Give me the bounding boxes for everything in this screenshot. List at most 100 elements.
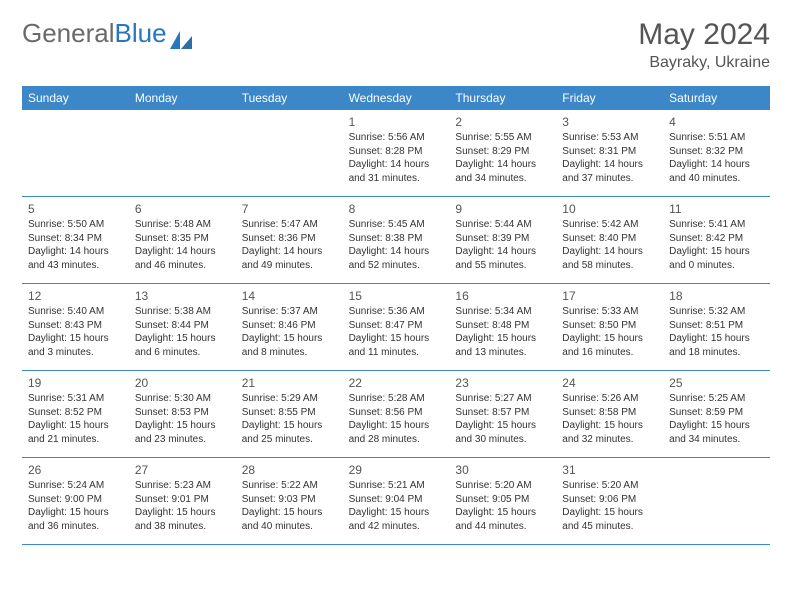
empty-cell: [22, 110, 129, 196]
daylight-text: Daylight: 14 hours: [455, 245, 550, 259]
calendar: Sunday Monday Tuesday Wednesday Thursday…: [22, 86, 770, 545]
daylight-text: Daylight: 15 hours: [28, 332, 123, 346]
daylight-text: Daylight: 14 hours: [562, 245, 657, 259]
day-cell: 13Sunrise: 5:38 AMSunset: 8:44 PMDayligh…: [129, 284, 236, 370]
daylight-text: Daylight: 15 hours: [562, 419, 657, 433]
day-number: 26: [28, 462, 123, 478]
sunrise-text: Sunrise: 5:32 AM: [669, 305, 764, 319]
daylight-text: and 40 minutes.: [669, 172, 764, 186]
title-block: May 2024 Bayraky, Ukraine: [638, 18, 770, 72]
sunset-text: Sunset: 8:52 PM: [28, 406, 123, 420]
daylight-text: Daylight: 15 hours: [455, 419, 550, 433]
sunset-text: Sunset: 8:47 PM: [349, 319, 444, 333]
daylight-text: and 21 minutes.: [28, 433, 123, 447]
sunrise-text: Sunrise: 5:53 AM: [562, 131, 657, 145]
daylight-text: and 8 minutes.: [242, 346, 337, 360]
day-number: 27: [135, 462, 230, 478]
day-number: 6: [135, 201, 230, 217]
weekday-header: Wednesday: [343, 86, 450, 110]
sunrise-text: Sunrise: 5:20 AM: [562, 479, 657, 493]
daylight-text: Daylight: 15 hours: [242, 506, 337, 520]
daylight-text: Daylight: 15 hours: [349, 506, 444, 520]
daylight-text: and 0 minutes.: [669, 259, 764, 273]
day-number: 30: [455, 462, 550, 478]
calendar-week: 19Sunrise: 5:31 AMSunset: 8:52 PMDayligh…: [22, 371, 770, 458]
weekday-header-row: Sunday Monday Tuesday Wednesday Thursday…: [22, 86, 770, 110]
day-number: 22: [349, 375, 444, 391]
daylight-text: and 34 minutes.: [669, 433, 764, 447]
sunset-text: Sunset: 8:57 PM: [455, 406, 550, 420]
day-cell: 9Sunrise: 5:44 AMSunset: 8:39 PMDaylight…: [449, 197, 556, 283]
day-number: 2: [455, 114, 550, 130]
day-number: 13: [135, 288, 230, 304]
daylight-text: Daylight: 15 hours: [242, 332, 337, 346]
weekday-header: Saturday: [663, 86, 770, 110]
sunrise-text: Sunrise: 5:33 AM: [562, 305, 657, 319]
day-cell: 11Sunrise: 5:41 AMSunset: 8:42 PMDayligh…: [663, 197, 770, 283]
sunset-text: Sunset: 8:35 PM: [135, 232, 230, 246]
sunrise-text: Sunrise: 5:28 AM: [349, 392, 444, 406]
day-number: 16: [455, 288, 550, 304]
weekday-header: Thursday: [449, 86, 556, 110]
day-cell: 22Sunrise: 5:28 AMSunset: 8:56 PMDayligh…: [343, 371, 450, 457]
day-number: 25: [669, 375, 764, 391]
daylight-text: Daylight: 15 hours: [28, 419, 123, 433]
day-number: 12: [28, 288, 123, 304]
day-cell: 25Sunrise: 5:25 AMSunset: 8:59 PMDayligh…: [663, 371, 770, 457]
sunset-text: Sunset: 8:36 PM: [242, 232, 337, 246]
location-label: Bayraky, Ukraine: [638, 54, 770, 72]
day-number: 10: [562, 201, 657, 217]
day-number: 18: [669, 288, 764, 304]
sunset-text: Sunset: 8:50 PM: [562, 319, 657, 333]
day-cell: 17Sunrise: 5:33 AMSunset: 8:50 PMDayligh…: [556, 284, 663, 370]
daylight-text: and 16 minutes.: [562, 346, 657, 360]
sail-icon: [170, 25, 192, 43]
empty-cell: [129, 110, 236, 196]
daylight-text: and 6 minutes.: [135, 346, 230, 360]
sunset-text: Sunset: 8:34 PM: [28, 232, 123, 246]
daylight-text: Daylight: 15 hours: [135, 506, 230, 520]
month-title: May 2024: [638, 18, 770, 52]
sunrise-text: Sunrise: 5:44 AM: [455, 218, 550, 232]
daylight-text: and 31 minutes.: [349, 172, 444, 186]
sunset-text: Sunset: 8:43 PM: [28, 319, 123, 333]
day-cell: 6Sunrise: 5:48 AMSunset: 8:35 PMDaylight…: [129, 197, 236, 283]
day-number: 9: [455, 201, 550, 217]
day-cell: 16Sunrise: 5:34 AMSunset: 8:48 PMDayligh…: [449, 284, 556, 370]
daylight-text: Daylight: 15 hours: [28, 506, 123, 520]
day-cell: 29Sunrise: 5:21 AMSunset: 9:04 PMDayligh…: [343, 458, 450, 544]
daylight-text: Daylight: 15 hours: [669, 332, 764, 346]
sunrise-text: Sunrise: 5:31 AM: [28, 392, 123, 406]
brand-part2: Blue: [115, 18, 167, 49]
day-number: 4: [669, 114, 764, 130]
sunrise-text: Sunrise: 5:45 AM: [349, 218, 444, 232]
daylight-text: Daylight: 14 hours: [135, 245, 230, 259]
sunset-text: Sunset: 8:42 PM: [669, 232, 764, 246]
sunset-text: Sunset: 9:04 PM: [349, 493, 444, 507]
day-cell: 28Sunrise: 5:22 AMSunset: 9:03 PMDayligh…: [236, 458, 343, 544]
day-number: 29: [349, 462, 444, 478]
daylight-text: and 11 minutes.: [349, 346, 444, 360]
day-cell: 8Sunrise: 5:45 AMSunset: 8:38 PMDaylight…: [343, 197, 450, 283]
daylight-text: Daylight: 14 hours: [349, 245, 444, 259]
weekday-header: Sunday: [22, 86, 129, 110]
day-cell: 1Sunrise: 5:56 AMSunset: 8:28 PMDaylight…: [343, 110, 450, 196]
day-cell: 31Sunrise: 5:20 AMSunset: 9:06 PMDayligh…: [556, 458, 663, 544]
daylight-text: Daylight: 14 hours: [562, 158, 657, 172]
brand-part1: General: [22, 18, 115, 49]
daylight-text: Daylight: 15 hours: [669, 245, 764, 259]
sunset-text: Sunset: 9:00 PM: [28, 493, 123, 507]
sunset-text: Sunset: 8:53 PM: [135, 406, 230, 420]
daylight-text: Daylight: 14 hours: [242, 245, 337, 259]
sunset-text: Sunset: 8:39 PM: [455, 232, 550, 246]
sunrise-text: Sunrise: 5:24 AM: [28, 479, 123, 493]
sunrise-text: Sunrise: 5:21 AM: [349, 479, 444, 493]
daylight-text: and 44 minutes.: [455, 520, 550, 534]
daylight-text: Daylight: 15 hours: [455, 332, 550, 346]
day-cell: 7Sunrise: 5:47 AMSunset: 8:36 PMDaylight…: [236, 197, 343, 283]
weekday-header: Tuesday: [236, 86, 343, 110]
day-number: 7: [242, 201, 337, 217]
day-number: 17: [562, 288, 657, 304]
sunrise-text: Sunrise: 5:34 AM: [455, 305, 550, 319]
day-cell: 30Sunrise: 5:20 AMSunset: 9:05 PMDayligh…: [449, 458, 556, 544]
